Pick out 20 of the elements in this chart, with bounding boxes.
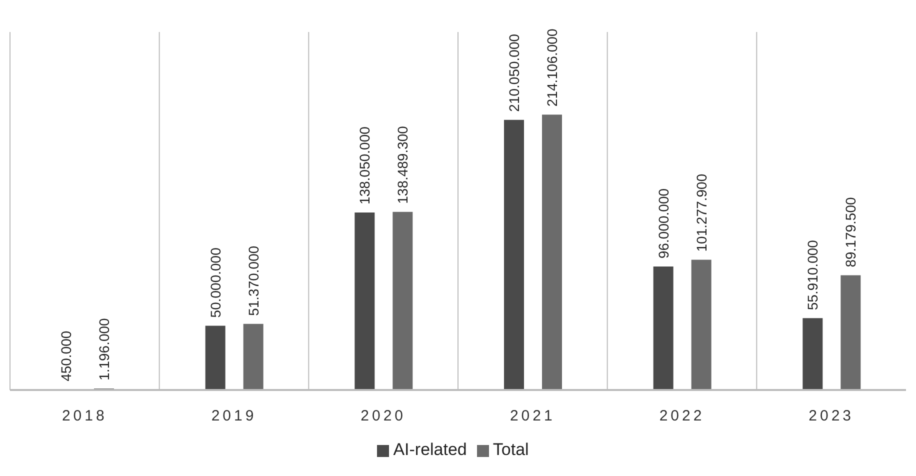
data-label: 210.050.000 — [506, 34, 522, 112]
data-label: 51.370.000 — [245, 246, 262, 316]
x-tick-label: 2022 — [659, 408, 705, 425]
data-label: 50.000.000 — [207, 247, 224, 318]
data-label: 89.179.500 — [842, 197, 859, 268]
data-label: 96.000.000 — [655, 188, 672, 259]
x-tick-label: 2020 — [360, 408, 406, 425]
x-tick-label: 2021 — [510, 408, 556, 425]
data-label: 138.050.000 — [356, 126, 373, 204]
data-label: 450.000 — [58, 330, 74, 382]
x-tick-label: 2023 — [808, 408, 854, 425]
data-label: 1.196.000 — [96, 318, 112, 380]
data-label: 55.910.000 — [804, 240, 821, 310]
data-label: 101.277.900 — [693, 174, 710, 252]
x-tick-label: 2019 — [211, 408, 257, 425]
data-label: 214.106.000 — [544, 28, 560, 107]
legend-label: AI-related — [393, 440, 467, 459]
x-tick-label: 2018 — [62, 408, 108, 425]
legend-label: Total — [492, 440, 529, 459]
data-label: 138.489.300 — [394, 126, 411, 204]
